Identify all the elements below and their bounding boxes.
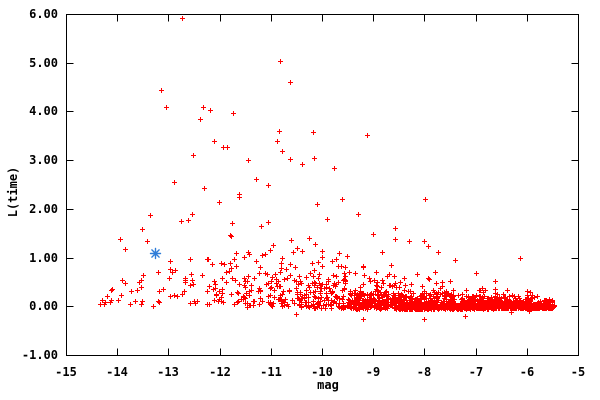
- y-tick-label: 4.00: [29, 104, 58, 118]
- y-tick-label: 1.00: [29, 251, 58, 265]
- y-tick-label: 0.00: [29, 299, 58, 313]
- axis-ticks: [66, 14, 579, 356]
- x-tick-label: -7: [469, 365, 483, 379]
- x-tick-label: -11: [260, 365, 282, 379]
- y-tick-label: -1.00: [22, 348, 58, 362]
- highlight-marker: [149, 247, 162, 260]
- x-axis-label: mag: [317, 378, 339, 392]
- x-tick-label: -9: [366, 365, 380, 379]
- x-tick-label: -10: [311, 365, 333, 379]
- y-tick-label: 3.00: [29, 153, 58, 167]
- x-tick-label: -15: [55, 365, 77, 379]
- y-tick-label: 2.00: [29, 202, 58, 216]
- y-tick-label: 5.00: [29, 56, 58, 70]
- y-axis-label: L(time): [6, 166, 20, 218]
- x-tick-label: -14: [106, 365, 128, 379]
- x-tick-label: -13: [157, 365, 179, 379]
- y-tick-label: 6.00: [29, 7, 58, 21]
- x-tick-label: -5: [571, 365, 585, 379]
- x-tick-label: -12: [209, 365, 231, 379]
- x-tick-label: -8: [417, 365, 431, 379]
- x-tick-label: -6: [520, 365, 534, 379]
- data-points: [98, 16, 557, 322]
